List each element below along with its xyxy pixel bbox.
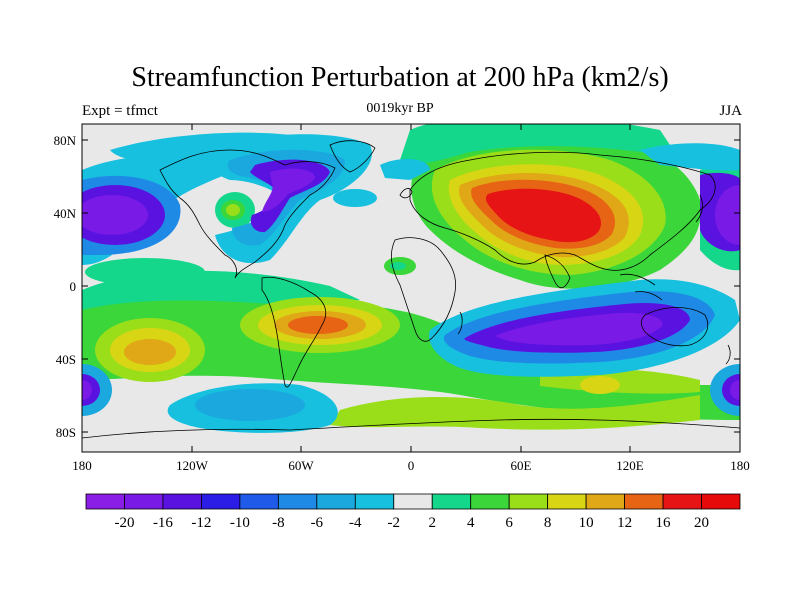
colorbar-label: 6 [505,515,513,531]
colorbar-box [470,493,510,510]
streamfunction-field [82,124,740,452]
x-tick-180-left: 180 [72,458,92,473]
x-tick-180-right: 180 [730,458,750,473]
colorbar-box [624,493,664,510]
colorbar-label: -8 [272,515,285,531]
colorbar-box [662,493,702,510]
y-tick-0: 0 [70,279,77,294]
colorbar-box [431,493,472,510]
colorbar-box [85,493,125,510]
chart-title: Streamfunction Perturbation at 200 hPa (… [131,62,669,93]
x-tick-60w: 60W [288,458,314,473]
x-tick-120w: 120W [176,458,209,473]
colorbar-box [316,493,356,510]
colorbar-label: 10 [579,515,594,531]
colorbar-box [547,493,587,510]
colorbar-box [354,493,395,510]
x-axis: 180 120W 60W 0 60E 120E 180 [72,124,750,473]
colorbar-box [277,493,318,510]
period-label: 0019kyr BP [366,101,434,116]
colorbar-label: 12 [617,515,632,531]
x-tick-120e: 120E [616,458,644,473]
colorbar-label: -6 [311,515,324,531]
colorbar-box [239,493,279,510]
colorbar-box [508,493,549,510]
colorbar-label: 16 [656,515,672,531]
colorbar-box [201,493,241,510]
y-tick-40s: 40S [56,352,76,367]
colorbar-label: 20 [694,515,709,531]
colorbar-box [124,493,164,510]
colorbar-box [585,493,625,510]
y-tick-80s: 80S [56,425,76,440]
coastlines [82,140,740,439]
colorbar-label: -12 [191,515,211,531]
x-tick-60e: 60E [511,458,532,473]
colorbar-label: 2 [428,515,436,531]
x-tick-0: 0 [408,458,415,473]
colorbar-label: -4 [349,515,362,531]
colorbar: -20 -16 -12 -10 -8 -6 -4 -2 2 4 6 8 10 12 16 20 [85,493,741,531]
y-axis: 80N 40N 0 40S 80S [54,133,740,440]
colorbar-box [393,493,433,510]
colorbar-label: -20 [114,515,134,531]
colorbar-label: -16 [153,515,173,531]
y-tick-40n: 40N [54,206,77,221]
colorbar-label: -10 [230,515,250,531]
y-tick-80n: 80N [54,133,77,148]
colorbar-label: -2 [388,515,401,531]
colorbar-box [701,493,741,510]
colorbar-label: 4 [467,515,475,531]
season-label: JJA [719,103,742,119]
colorbar-label: 8 [544,515,552,531]
experiment-label: Expt = tfmct [82,103,158,119]
colorbar-box [162,493,202,510]
